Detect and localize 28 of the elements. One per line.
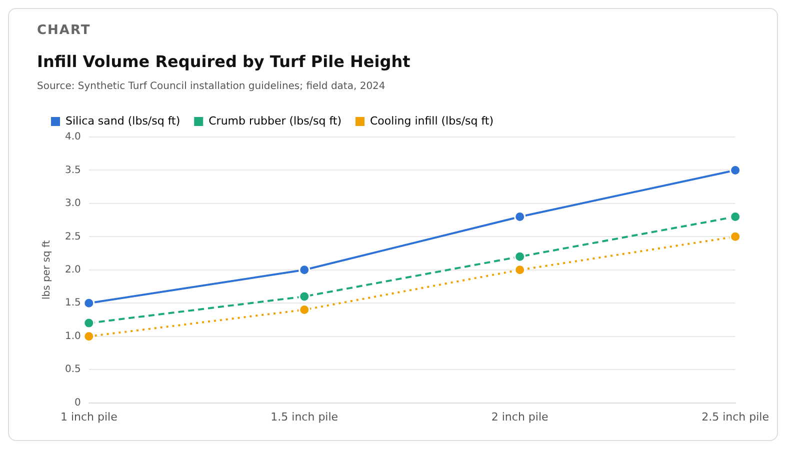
y-axis-title: lbs per sq ft (42, 240, 53, 300)
y-tick-label: 3.5 (64, 164, 81, 176)
source-note: Source: Synthetic Turf Council installation guidelines; field data, 2024 (37, 81, 386, 92)
x-tick-label: 1 inch pile (60, 410, 118, 424)
point (83, 297, 95, 309)
y-tick-label: 3.0 (64, 198, 81, 210)
y-tick-label: 1.5 (64, 298, 81, 309)
point (83, 317, 95, 329)
legend-label: Crumb rubber (lbs/sq ft) (208, 114, 342, 128)
x-tick-label: 1.5 inch pile (270, 410, 338, 424)
point (514, 264, 526, 276)
point (730, 230, 742, 242)
y-tick-label: 0.5 (64, 364, 81, 376)
y-tick-label: 2.0 (64, 264, 81, 276)
chart-title: Infill Volume Required by Turf Pile Height (37, 52, 412, 71)
y-tick-label: 4.0 (64, 132, 81, 143)
y-tick-label: 1.0 (64, 330, 81, 342)
text: CHART (37, 23, 92, 38)
x-tick-label: 2 inch pile (491, 410, 549, 424)
y-tick-label: 2.5 (64, 231, 81, 242)
point (514, 250, 526, 262)
point (298, 264, 310, 276)
point (83, 330, 95, 342)
point (298, 290, 310, 302)
y-tick-label: 0 (74, 397, 81, 408)
legend-label: Cooling infill (lbs/sq ft) (370, 114, 494, 128)
legend-label: Silica sand (lbs/sq ft) (66, 114, 180, 128)
x-tick-label: 2.5 inch pile (702, 410, 770, 424)
